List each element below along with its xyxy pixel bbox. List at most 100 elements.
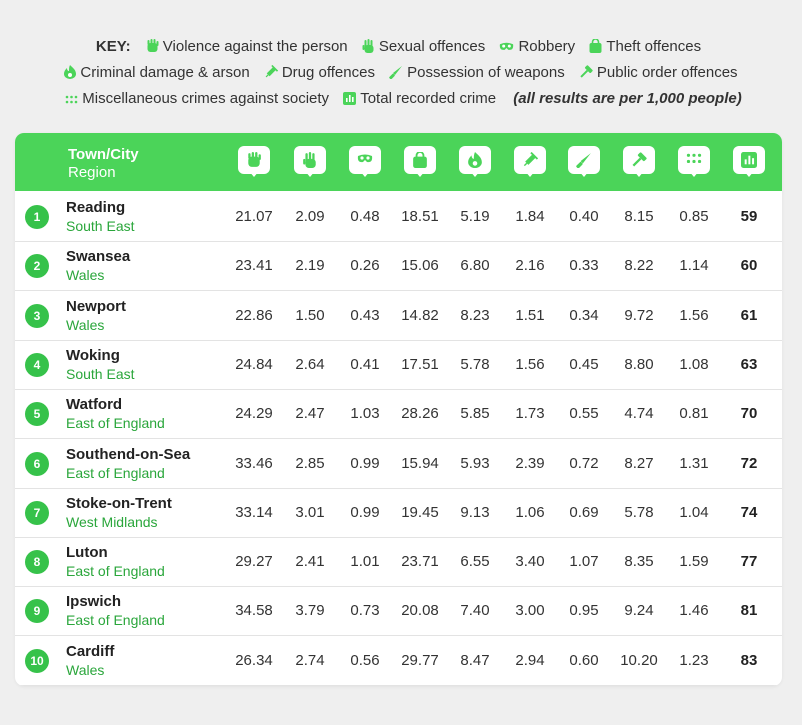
- hand-icon: [362, 39, 374, 53]
- key-item: Miscellaneous crimes against society: [65, 90, 329, 107]
- key-item-label: Public order offences: [596, 64, 738, 81]
- table-cell: 9.72: [624, 306, 654, 324]
- town-name: Swansea: [66, 248, 131, 266]
- key-line-3: Miscellaneous crimes against society Tot…: [0, 86, 802, 112]
- key-item: Criminal damage & arson: [64, 64, 250, 81]
- column-header-violence: [238, 146, 270, 177]
- table-cell: 1.04: [679, 503, 709, 521]
- region-name: South East: [66, 218, 135, 234]
- table-row: 2 Swansea Wales 23.41 2.19 0.26 15.06 6.80 2.16 0…: [15, 241, 782, 292]
- table-cell: 17.51: [401, 355, 439, 373]
- total-cell: 59: [740, 208, 758, 225]
- table-row: 3 Newport Wales 22.86 1.50 0.43 14.82 8.23 1.51 0…: [15, 291, 782, 341]
- rank-badge: 8: [25, 550, 49, 575]
- column-header-drug-offences: [514, 146, 546, 177]
- table-cell: 1.03: [350, 405, 380, 423]
- region-name: Wales: [66, 661, 105, 678]
- town-name: Woking: [66, 346, 120, 364]
- knife-icon: [576, 153, 591, 168]
- key-label: KEY:: [95, 38, 131, 55]
- table-cell: 1.84: [515, 208, 545, 225]
- table-row: 6 Southend-on-Sea East of England 33.46 2.85…: [15, 439, 782, 489]
- table-row: 7 Stoke-on-Trent West Midlands 33.14 3.01 0.9…: [15, 488, 782, 538]
- rank-badge: 2: [25, 254, 49, 279]
- fire-icon: [64, 65, 77, 79]
- total-cell: 81: [740, 602, 758, 620]
- region-column-label: Region: [68, 164, 116, 181]
- table-cell: 8.47: [460, 651, 490, 669]
- table-cell: 22.86: [235, 306, 273, 324]
- knife-icon: [389, 66, 403, 80]
- table-cell: 5.19: [460, 208, 490, 225]
- rank-badge: 9: [25, 599, 49, 624]
- table-cell: 0.60: [569, 651, 599, 669]
- column-header-public-order: [623, 146, 655, 177]
- chart-icon: [343, 92, 357, 105]
- table-cell: 0.55: [569, 405, 599, 423]
- key-item: Drug offences: [264, 64, 375, 81]
- mask-icon: [357, 154, 373, 163]
- table-cell: 2.39: [515, 454, 545, 472]
- table-cell: 8.35: [624, 553, 654, 571]
- column-header-robbery: [349, 146, 381, 177]
- table-cell: 33.14: [235, 503, 273, 521]
- table-cell: 8.15: [624, 208, 654, 225]
- region-name: Wales: [66, 316, 105, 333]
- table-cell: 2.74: [295, 651, 325, 669]
- table-row: 10 Cardiff Wales 26.34 2.74 0.56 29.77 8.47 2.94…: [15, 636, 782, 686]
- region-name: East of England: [66, 612, 165, 629]
- table-row: 9 Ipswich East of England 34.58 3.79 0.73 20.0…: [15, 586, 782, 637]
- mask-icon: [500, 42, 514, 50]
- rank-badge: 6: [25, 451, 49, 476]
- key-item: Robbery: [499, 38, 575, 55]
- table-header: Town/City Region: [15, 133, 782, 191]
- town-name: Southend-on-Sea: [66, 445, 191, 463]
- table-cell: 1.01: [350, 553, 380, 571]
- total-cell: 74: [740, 503, 758, 521]
- town-name: Newport: [66, 297, 126, 315]
- table-cell: 20.08: [401, 602, 439, 620]
- column-header-criminal-damage: [459, 146, 491, 177]
- rank-badge: 3: [25, 303, 49, 328]
- region-name: Wales: [66, 267, 105, 284]
- syringe-icon: [523, 152, 538, 167]
- column-header-total: [733, 146, 765, 177]
- table-cell: 2.47: [295, 405, 325, 423]
- table-cell: 0.73: [350, 602, 380, 620]
- total-cell: 70: [740, 405, 758, 423]
- table-cell: 10.20: [620, 651, 658, 669]
- table-cell: 2.16: [515, 257, 545, 275]
- key-item-label: Possession of weapons: [407, 64, 565, 81]
- units-note: (all results are per 1,000 people): [513, 90, 742, 107]
- key-line-2: Criminal damage & arson Drug offences Po…: [0, 60, 802, 86]
- key-item: Theft offences: [589, 38, 701, 55]
- hammer-icon: [632, 152, 647, 167]
- key-item-label: Violence against the person: [162, 38, 348, 55]
- key-item: Sexual offences: [362, 38, 485, 55]
- key-item-label: Miscellaneous crimes against society: [82, 90, 330, 107]
- table-cell: 18.51: [401, 208, 439, 225]
- table-cell: 1.07: [569, 553, 599, 571]
- table-cell: 2.09: [295, 208, 325, 225]
- key-item: Total recorded crime: [343, 90, 496, 107]
- table-cell: 0.34: [569, 306, 599, 324]
- rank-badge: 10: [25, 648, 49, 673]
- table-cell: 15.06: [401, 257, 439, 275]
- fist-icon: [248, 152, 261, 167]
- table-cell: 19.45: [401, 503, 439, 521]
- table-cell: 0.56: [350, 651, 380, 669]
- table-cell: 0.69: [569, 503, 599, 521]
- table-cell: 1.73: [515, 405, 545, 423]
- table-cell: 3.79: [295, 602, 325, 620]
- town-name: Luton: [66, 544, 108, 562]
- key-item-label: Criminal damage & arson: [80, 64, 250, 81]
- key-item-label: Robbery: [518, 38, 576, 55]
- town-name: Ipswich: [66, 593, 122, 611]
- table-cell: 0.95: [569, 602, 599, 620]
- table-cell: 29.27: [235, 553, 273, 571]
- key-item-label: Drug offences: [281, 64, 375, 81]
- table-cell: 0.33: [569, 257, 599, 275]
- column-header-town: Town/City Region: [68, 146, 139, 182]
- town-column-label: Town/City: [68, 146, 139, 163]
- table-cell: 0.26: [350, 257, 380, 275]
